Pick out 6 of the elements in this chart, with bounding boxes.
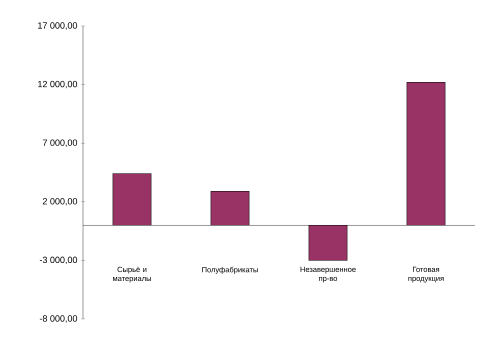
y-tick-label: 2 000,00 xyxy=(42,198,78,206)
y-tick-label: 17 000,00 xyxy=(38,22,78,30)
y-tick-label: -8 000,00 xyxy=(40,315,78,323)
y-tick-label: 12 000,00 xyxy=(38,80,78,88)
y-tick-label: 7 000,00 xyxy=(42,139,78,147)
y-tick-label: -3 000,00 xyxy=(40,256,78,264)
